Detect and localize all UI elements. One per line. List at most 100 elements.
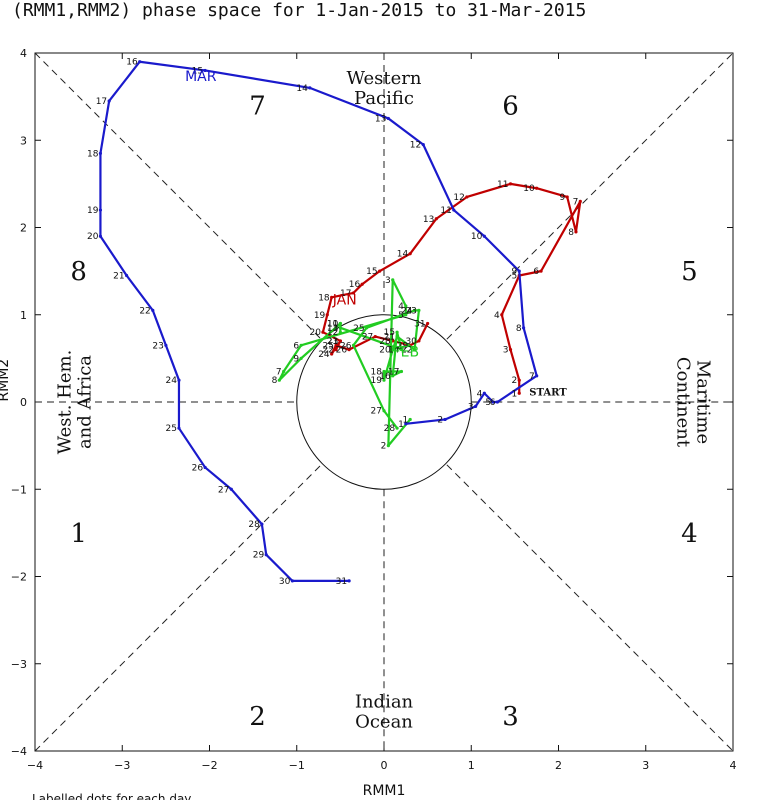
day-point [578, 199, 582, 203]
day-label: 23 [405, 306, 416, 316]
day-point [382, 378, 386, 382]
day-label: 17 [96, 97, 107, 107]
day-point [474, 404, 478, 408]
day-label: 16 [349, 280, 361, 290]
day-point [412, 308, 417, 312]
day-label: 8 [516, 324, 522, 334]
x-tick-label: −1 [289, 759, 305, 772]
day-point [338, 326, 342, 330]
diagonal-line [446, 464, 734, 752]
day-label: 15 [366, 267, 377, 277]
day-label: 16 [126, 58, 138, 68]
diagonal-line [34, 52, 322, 340]
day-label: 21 [113, 271, 124, 281]
day-label: 24 [318, 350, 330, 360]
day-label: 30 [279, 577, 291, 587]
day-label: 18 [87, 149, 99, 159]
day-label: 28 [379, 337, 391, 347]
day-label: 6 [490, 398, 496, 408]
phase-label: 6 [502, 91, 519, 121]
day-point [495, 400, 500, 404]
day-point [229, 487, 233, 491]
day-point [360, 282, 364, 286]
day-label: 9 [512, 267, 518, 277]
day-label: 4 [398, 302, 404, 312]
day-label: 28 [248, 520, 260, 530]
day-point [277, 378, 281, 382]
x-tick-label: −4 [27, 759, 43, 772]
day-label: 26 [192, 463, 204, 473]
day-point [508, 182, 513, 186]
day-label: 22 [401, 346, 412, 356]
day-point [386, 116, 390, 121]
day-point [330, 352, 334, 356]
day-label: 23 [152, 341, 163, 351]
region-label-line: Continent [673, 357, 694, 448]
day-point [434, 217, 438, 221]
day-label: 31 [414, 319, 425, 329]
day-label: 3 [385, 276, 391, 286]
y-tick-label: −1 [11, 483, 27, 496]
day-label: 15 [384, 328, 395, 338]
day-point [334, 343, 338, 347]
day-label: 29 [397, 341, 409, 351]
day-label: 9 [293, 354, 299, 364]
day-label: 14 [296, 84, 308, 94]
day-label: 5 [512, 271, 518, 281]
series-line-mar [99, 60, 538, 582]
day-label: 12 [410, 141, 421, 151]
day-point [500, 313, 504, 317]
day-label: 11 [440, 206, 451, 216]
day-label: 18 [318, 293, 330, 303]
day-point [351, 343, 356, 347]
day-point [412, 348, 417, 352]
day-point [391, 278, 395, 282]
day-point [98, 234, 103, 238]
day-label: 12 [453, 193, 464, 203]
day-label: 5 [398, 311, 404, 321]
day-point [386, 444, 390, 448]
day-point [330, 295, 334, 299]
day-label: 5 [485, 398, 491, 408]
day-label: 24 [166, 376, 178, 386]
day-point [107, 99, 111, 103]
day-label: 11 [497, 180, 508, 190]
day-point [395, 426, 399, 430]
day-point [452, 208, 456, 212]
day-label: 6 [293, 341, 299, 351]
day-label: 17 [388, 367, 399, 377]
phase-guides [34, 52, 734, 752]
day-point [364, 326, 369, 330]
day-point [264, 553, 268, 557]
day-label: 13 [423, 215, 434, 225]
day-point [98, 151, 103, 155]
day-label: 20 [379, 346, 391, 356]
day-label: 8 [568, 228, 574, 238]
day-label: 25 [166, 424, 177, 434]
x-axis-label: RMM1 [363, 783, 406, 799]
day-label: 1 [402, 415, 408, 425]
day-point [260, 522, 264, 526]
day-point [508, 348, 513, 352]
month-label-feb: FEB [393, 345, 420, 361]
y-tick-label: −3 [11, 658, 27, 671]
region-label-line: Ocean [355, 712, 413, 733]
day-point [404, 313, 408, 317]
region-label-line: West. Hem. [54, 350, 75, 455]
phase-label: 5 [681, 257, 698, 287]
day-point [391, 348, 395, 352]
day-label: 20 [309, 328, 321, 338]
day-point [125, 273, 129, 278]
chart-title: (RMM1,RMM2) phase space for 1-Jan-2015 t… [12, 0, 587, 21]
day-point [408, 252, 412, 256]
y-tick-label: 2 [20, 222, 27, 235]
day-point [98, 208, 103, 212]
day-point [373, 334, 377, 339]
day-point [299, 343, 303, 347]
day-point [325, 313, 329, 317]
day-label: 14 [388, 346, 400, 356]
day-point [395, 330, 399, 334]
